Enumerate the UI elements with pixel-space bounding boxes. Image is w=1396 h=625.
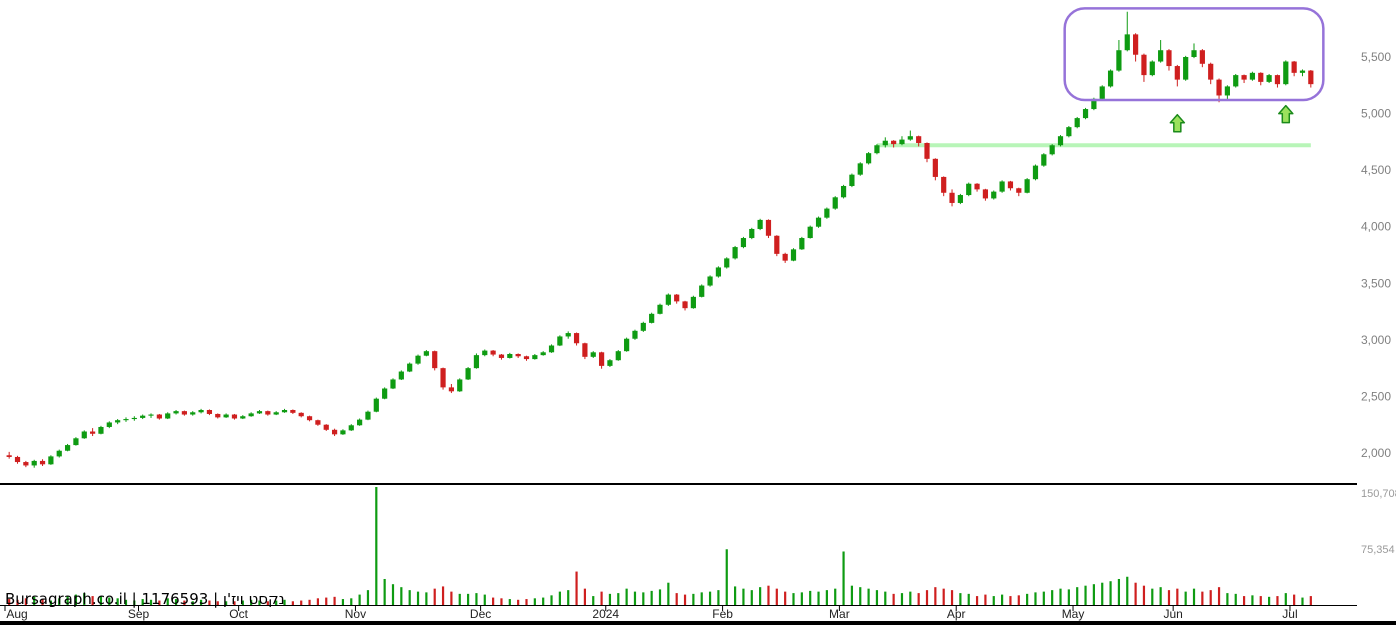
- x-tick-label: Feb: [712, 607, 733, 621]
- pane-separator: [0, 483, 1357, 485]
- volume-axis-labels: 150,708 75,354: [1361, 488, 1396, 556]
- consolidation-box: [1063, 7, 1325, 102]
- watermark-text: Bursagraph.co.il | 1176593 | נקסט ויז'ן: [5, 590, 285, 608]
- candlestick-series: [6, 11, 1314, 468]
- x-axis-labels: Aug Sep Oct Nov Dec 2024 Feb Mar Apr May Jun Jul: [4, 605, 1298, 621]
- x-tick-label: Jun: [1163, 607, 1182, 621]
- x-tick-label: 2024: [592, 607, 619, 621]
- price-axis-labels: 5,500 5,000 4,500 4,000 3,500 3,000 2,500 2,000: [1361, 50, 1391, 460]
- x-tick-label: Sep: [128, 607, 150, 621]
- price-tick-label: 5,500: [1361, 50, 1391, 64]
- bottom-border: [0, 621, 1396, 625]
- x-tick-label: Aug: [6, 607, 27, 621]
- buy-arrow-icon: [1169, 113, 1186, 133]
- price-tick-label: 2,500: [1361, 389, 1391, 403]
- buy-arrow-icon: [1278, 104, 1294, 124]
- x-axis-line: [0, 605, 1357, 606]
- volume-tick-label: 75,354: [1361, 544, 1395, 556]
- price-tick-label: 3,000: [1361, 333, 1391, 347]
- price-tick-label: 4,000: [1361, 220, 1391, 234]
- x-tick-label: Oct: [229, 607, 248, 621]
- volume-tick-label: 150,708: [1361, 488, 1396, 500]
- watermark: Bursagraph.co.il | 1176593 | נקסט ויז'ן: [5, 590, 285, 608]
- x-tick-label: May: [1062, 607, 1085, 621]
- volume-series: [8, 487, 1312, 605]
- x-tick-label: Mar: [829, 607, 850, 621]
- price-tick-label: 2,000: [1361, 446, 1391, 460]
- x-tick-label: Apr: [947, 607, 966, 621]
- x-tick-label: Jul: [1282, 607, 1297, 621]
- x-tick-label: Dec: [470, 607, 491, 621]
- price-tick-label: 5,000: [1361, 107, 1391, 121]
- price-tick-label: 4,500: [1361, 163, 1391, 177]
- x-tick-label: Nov: [345, 607, 366, 621]
- price-tick-label: 3,500: [1361, 276, 1391, 290]
